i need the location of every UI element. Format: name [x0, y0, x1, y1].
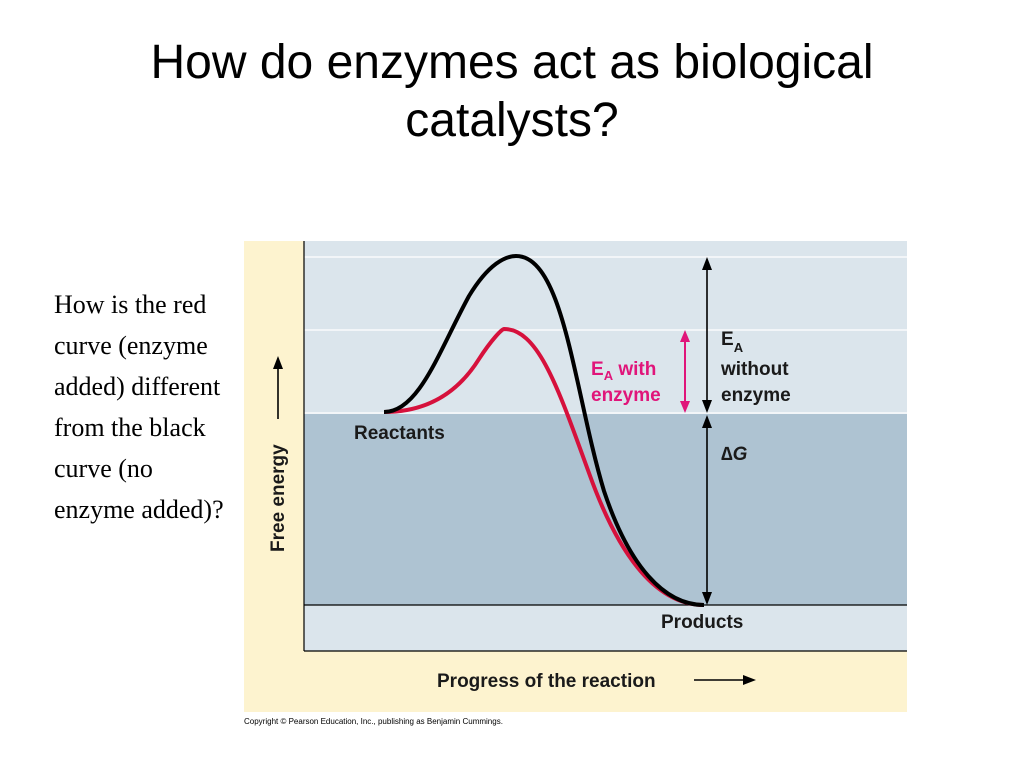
delta-g-letter: G [733, 444, 748, 465]
ea-letter: E [721, 329, 734, 350]
energy-diagram: Reactants Products EA with enzyme EA wit… [244, 241, 907, 712]
reactants-label: Reactants [354, 423, 445, 444]
delta-g-label: ∆G [721, 444, 748, 465]
ea-with-enzyme-line2: enzyme [591, 385, 661, 406]
ea-subscript: A [604, 368, 614, 383]
ea-with-enzyme-label: EA with [591, 359, 656, 383]
arrowhead-up-icon [702, 257, 712, 270]
ea-without-enzyme-label: EA [721, 329, 744, 355]
ea-with-suffix: with [613, 359, 656, 380]
arrowhead-up-icon [702, 415, 712, 428]
products-label: Products [661, 612, 743, 633]
x-axis-label: Progress of the reaction [437, 671, 656, 692]
slide-title: How do enzymes act as biological catalys… [150, 36, 874, 147]
ea-subscript: A [734, 340, 744, 355]
arrowhead-down-icon [702, 592, 712, 605]
question-text: How is the red curve (enzyme added) diff… [54, 290, 224, 524]
ea-letter: E [591, 359, 604, 380]
arrowhead-right-icon [743, 675, 756, 685]
copyright-notice: Copyright © Pearson Education, Inc., pub… [244, 717, 503, 726]
arrowhead-down-icon [680, 401, 690, 413]
arrowhead-down-icon [702, 400, 712, 413]
arrowhead-up-icon [680, 330, 690, 342]
arrowhead-up-icon [273, 356, 283, 369]
curve-without-enzyme [383, 253, 705, 607]
delta-symbol: ∆ [721, 444, 733, 465]
curve-with-enzyme [383, 326, 705, 607]
ea-without-enzyme-line3: enzyme [721, 385, 791, 406]
y-axis-label: Free energy [268, 444, 289, 552]
ea-without-enzyme-line2: without [720, 359, 789, 380]
